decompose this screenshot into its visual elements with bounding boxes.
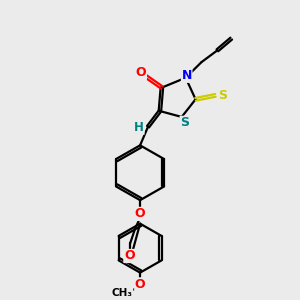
- Text: O: O: [135, 278, 146, 291]
- Text: S: S: [218, 89, 227, 102]
- Text: H: H: [134, 121, 144, 134]
- Text: O: O: [136, 66, 146, 80]
- Text: S: S: [180, 116, 189, 129]
- Text: O: O: [135, 207, 146, 220]
- Text: N: N: [182, 69, 192, 82]
- Text: CH₃: CH₃: [112, 288, 133, 298]
- Text: O: O: [124, 250, 134, 262]
